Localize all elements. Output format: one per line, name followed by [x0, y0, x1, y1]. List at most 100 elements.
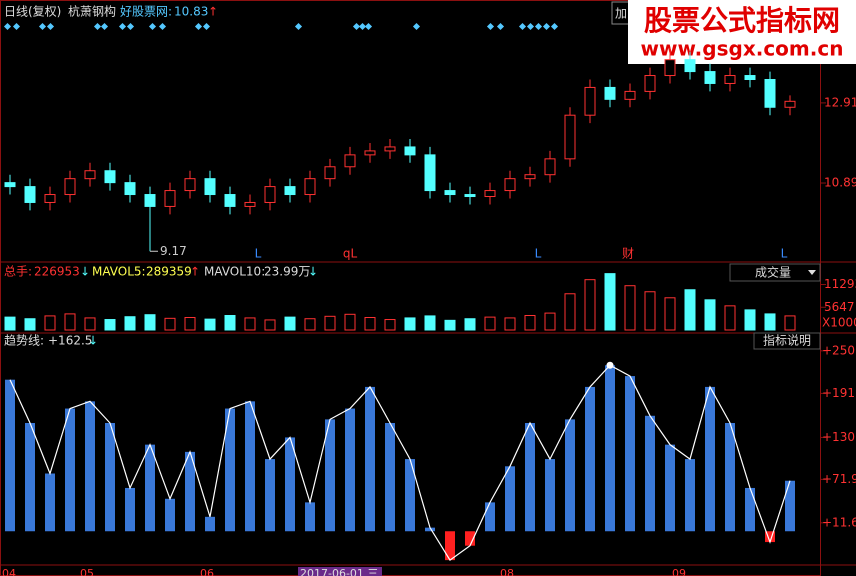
volume-bar: [424, 315, 436, 331]
volume-bar: [64, 313, 76, 331]
volume-bar: [104, 319, 116, 331]
y-tick-label: +130.: [822, 430, 856, 444]
marker: L: [781, 247, 788, 261]
indicator-bar: [425, 527, 435, 532]
candle-body: [324, 166, 336, 180]
indicator-bar: [565, 419, 575, 532]
indicator-label: 趋势线:: [4, 334, 44, 348]
marker: L: [255, 247, 262, 261]
volume-bar: [484, 316, 496, 331]
indicator-value: +162.5: [48, 334, 92, 348]
signal-diamond: [486, 22, 495, 31]
indicator-bar: [145, 444, 155, 532]
indicator-bar: [345, 408, 355, 532]
volume-bar: [204, 318, 216, 331]
dropdown[interactable]: [729, 263, 821, 282]
dropdown-label[interactable]: 成交量: [755, 265, 791, 280]
volume-bar: [704, 299, 716, 331]
help-button[interactable]: [753, 332, 821, 350]
volume-bar: [264, 319, 276, 331]
price-arrow: ↑: [208, 5, 218, 19]
indicator-bar: [485, 502, 495, 532]
signal-diamond: [194, 22, 203, 31]
indicator-bar: [285, 437, 295, 532]
indicator-bar: [5, 379, 15, 532]
volume-header: 289359: [146, 265, 192, 279]
volume-header: MAVOL5:: [92, 265, 146, 279]
unit-label: X1000: [822, 316, 856, 330]
y-tick-label: +11.67: [822, 515, 856, 529]
candle-body: [684, 59, 696, 73]
candle-body: [344, 154, 356, 168]
indicator-bar: [685, 459, 695, 532]
volume-bar: [564, 293, 576, 331]
candle-body: [304, 178, 316, 196]
signal-diamond: [352, 22, 361, 31]
volume-bar: [324, 315, 336, 331]
watermark-url: www.gsgx.com.cn: [641, 37, 844, 61]
volume-bar: [304, 318, 316, 331]
volume-bar: [644, 291, 656, 331]
candle-body: [284, 186, 296, 196]
signal-diamond: [526, 22, 535, 31]
volume-bar: [284, 316, 296, 331]
volume-bar: [444, 319, 456, 331]
volume-bar: [764, 313, 776, 331]
indicator-line: [9, 364, 791, 561]
help-button-label[interactable]: 指标说明: [763, 333, 811, 348]
candle-body: [644, 75, 656, 92]
date-label: 08: [500, 567, 514, 576]
indicator-bar: [45, 473, 55, 532]
signal-diamond: [496, 22, 505, 31]
date-label: 06: [200, 567, 214, 576]
marker: L: [535, 247, 542, 261]
indicator-bar: [405, 459, 415, 532]
volume-bar: [44, 315, 56, 331]
signal-diamond: [148, 22, 157, 31]
indicator-bar: [185, 451, 195, 532]
candle-body: [204, 178, 216, 196]
price: 10.83: [174, 5, 208, 19]
candle-body: [144, 194, 156, 207]
indicator-bar: [125, 487, 135, 532]
volume-header: 总手:: [4, 265, 32, 279]
volume-bar: [404, 317, 416, 331]
volume-bar: [184, 317, 196, 331]
candle-body: [384, 146, 396, 152]
indicator-bar: [445, 531, 455, 561]
candle-body: [244, 201, 256, 207]
candle-body: [224, 194, 236, 207]
button-label[interactable]: 加: [615, 7, 627, 21]
candle-body: [724, 75, 736, 84]
low-label: 9.17: [160, 244, 187, 258]
signal-diamond: [518, 22, 527, 31]
stock-name: 杭萧钢构: [68, 4, 116, 19]
signal-diamond: [550, 22, 559, 31]
volume-bar: [624, 285, 636, 331]
volume-bar: [604, 273, 616, 331]
date-label: 2017-06-01 三: [300, 567, 378, 576]
indicator-bar: [245, 401, 255, 532]
volume-bar: [244, 317, 256, 331]
signal-diamond: [542, 22, 551, 31]
indicator-bar: [785, 480, 795, 532]
signal-diamond: [126, 22, 135, 31]
signal-diamond: [412, 22, 421, 31]
candle-body: [84, 170, 96, 180]
candle-body: [104, 170, 116, 184]
signal-diamond: [202, 22, 211, 31]
volume-bar: [4, 316, 16, 331]
date-highlight: [298, 567, 382, 576]
candle-body: [764, 79, 776, 108]
signal-diamond: [534, 22, 543, 31]
candle-body: [524, 174, 536, 180]
y-tick-label: 11293: [824, 277, 856, 291]
candle-body: [704, 71, 716, 84]
candle-body: [424, 154, 436, 192]
candle-body: [484, 190, 496, 198]
indicator-bar: [665, 444, 675, 532]
candle-body: [504, 178, 516, 192]
signal-diamond: [12, 22, 21, 31]
indicator-arrow: ↓: [88, 334, 98, 348]
indicator-bar: [85, 401, 95, 532]
